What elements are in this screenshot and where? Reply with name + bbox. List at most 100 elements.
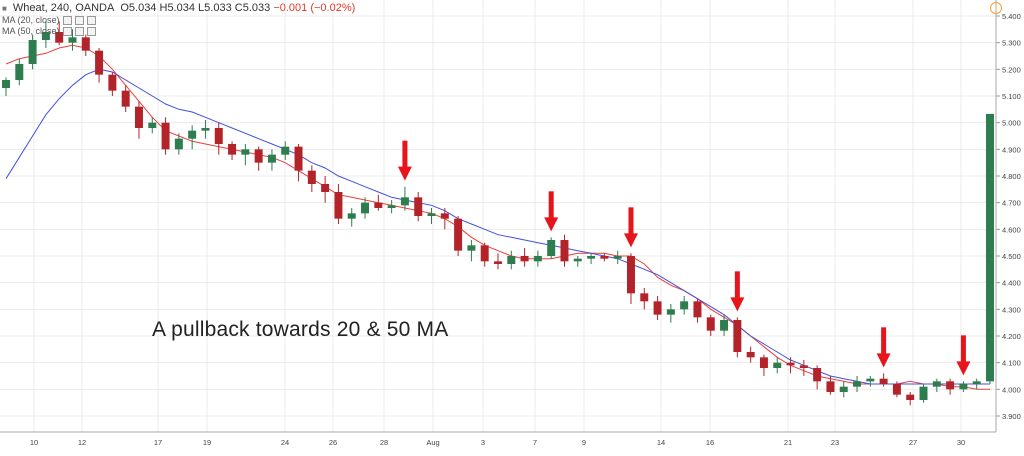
- candle-body: [134, 106, 143, 128]
- candle-body: [108, 74, 117, 91]
- pullback-arrow: [956, 335, 971, 376]
- eye-icon[interactable]: [62, 16, 72, 25]
- pullback-arrow: [876, 327, 891, 368]
- candle-body: [560, 240, 569, 262]
- candle-body: [547, 240, 556, 256]
- candle-body: [666, 309, 675, 315]
- settings-icon[interactable]: [74, 16, 84, 25]
- x-tick-label: 9: [582, 438, 586, 447]
- candle-body: [15, 64, 24, 80]
- eye-icon[interactable]: [62, 27, 72, 36]
- x-tick-label: 28: [380, 438, 388, 447]
- settings-icon[interactable]: [74, 27, 84, 36]
- y-tick-label: 4.200: [1002, 332, 1021, 341]
- candle-body: [55, 32, 64, 43]
- candle-body: [573, 258, 582, 262]
- y-tick-label: 4.500: [1002, 252, 1021, 261]
- candle-body: [28, 40, 37, 64]
- y-tick-label: 4.400: [1002, 279, 1021, 288]
- candle-body: [600, 256, 609, 259]
- candle-body: [986, 113, 994, 382]
- candle-body: [467, 245, 476, 251]
- candle-body: [853, 381, 862, 387]
- candle-body: [454, 218, 463, 251]
- x-tick-label: 3: [481, 438, 485, 447]
- candle-body: [228, 144, 237, 155]
- candle-body: [148, 122, 157, 128]
- candle-body: [81, 37, 90, 51]
- x-tick-label: 7: [533, 438, 537, 447]
- y-tick-label: 4.300: [1002, 305, 1021, 314]
- candle-body: [799, 365, 808, 368]
- y-tick-label: 4.700: [1002, 199, 1021, 208]
- close-value: C5.033: [234, 2, 271, 14]
- candle-body: [374, 202, 383, 208]
- candle-body: [919, 386, 928, 400]
- x-tick-label: 30: [957, 438, 965, 447]
- x-tick-label: 23: [831, 438, 839, 447]
- x-tick-label: 21: [784, 438, 792, 447]
- x-tick-label: Aug: [426, 438, 439, 447]
- x-tick-label: 10: [30, 438, 38, 447]
- x-tick-label: 26: [329, 438, 337, 447]
- ma20-legend[interactable]: MA (20, close): [2, 15, 355, 26]
- close-icon[interactable]: [86, 16, 96, 25]
- candle-body: [161, 122, 170, 150]
- candle-body: [826, 381, 835, 392]
- candle-body: [613, 256, 622, 259]
- candle-body: [281, 146, 290, 155]
- x-tick-label: 16: [706, 438, 714, 447]
- collapse-icon[interactable]: ■: [2, 4, 7, 13]
- ma50-legend[interactable]: MA (50, close): [2, 26, 355, 37]
- pullback-arrow: [623, 207, 638, 248]
- x-tick-label: 12: [78, 438, 86, 447]
- y-tick-label: 4.800: [1002, 172, 1021, 181]
- close-icon[interactable]: [86, 27, 96, 36]
- candle-body: [400, 197, 409, 206]
- candle-body: [254, 149, 263, 163]
- candle-body: [41, 32, 50, 40]
- candle-body: [294, 146, 303, 171]
- pullback-arrow: [730, 271, 745, 312]
- candle-body: [387, 205, 396, 208]
- candle-body: [720, 320, 729, 331]
- high-value: H5.034: [159, 2, 195, 14]
- y-tick-label: 5.300: [1002, 39, 1021, 48]
- candle-body: [347, 213, 356, 219]
- candle-body: [733, 320, 742, 352]
- candle-body: [174, 138, 183, 150]
- candle-body: [879, 378, 888, 384]
- y-tick-label: 5.100: [1002, 92, 1021, 101]
- candle-body: [201, 128, 210, 131]
- pullback-arrow: [544, 191, 559, 232]
- candle-body: [866, 378, 875, 382]
- candle-body: [773, 362, 782, 368]
- alert-icon[interactable]: !: [990, 2, 1002, 14]
- candle-body: [626, 256, 635, 294]
- candle-body: [640, 293, 649, 302]
- candle-body: [972, 381, 981, 384]
- candle-body: [68, 37, 77, 43]
- candle-body: [440, 213, 449, 219]
- ohlc-readout: O5.034 H5.034 L5.033 C5.033 −0.001 (−0.0…: [120, 2, 355, 15]
- candle-body: [759, 357, 768, 368]
- candle-body: [813, 368, 822, 382]
- candle-body: [427, 213, 436, 216]
- x-tick-label: 24: [281, 438, 289, 447]
- candle-body: [414, 197, 423, 216]
- y-tick-label: 4.900: [1002, 145, 1021, 154]
- candle-body: [932, 381, 941, 387]
- symbol-label: Wheat, 240, OANDA: [12, 2, 115, 14]
- candle-body: [786, 362, 795, 366]
- chart-header: ■ Wheat, 240, OANDA O5.034 H5.034 L5.033…: [2, 2, 355, 37]
- candle-body: [906, 394, 915, 400]
- candle-body: [361, 202, 370, 214]
- candle-body: [241, 149, 250, 155]
- y-tick-label: 4.100: [1002, 359, 1021, 368]
- candle-body: [653, 301, 662, 315]
- candle-body: [746, 352, 755, 358]
- candle-body: [267, 154, 276, 163]
- y-tick-label: 3.900: [1002, 412, 1021, 421]
